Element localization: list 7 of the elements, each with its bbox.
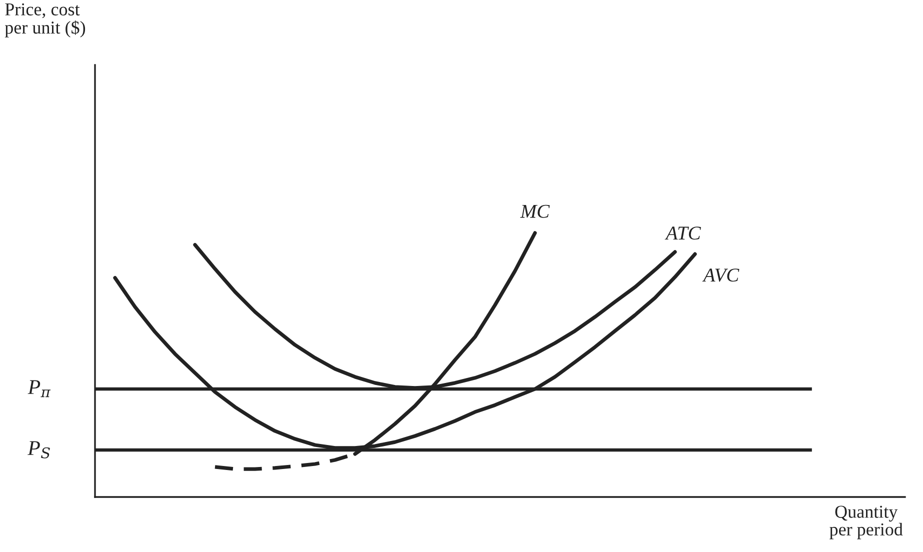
series-label: ATC <box>664 226 701 240</box>
series-label: AVC <box>702 268 740 282</box>
series-label: MC <box>520 204 550 218</box>
ref-line-label: P$_{π}$ <box>28 380 51 398</box>
x-axis-title: Quantity per period <box>830 506 903 540</box>
text: Price, cost per unit ($) <box>4 3 86 38</box>
ref-line-label: P$_{S}$ <box>28 441 50 458</box>
